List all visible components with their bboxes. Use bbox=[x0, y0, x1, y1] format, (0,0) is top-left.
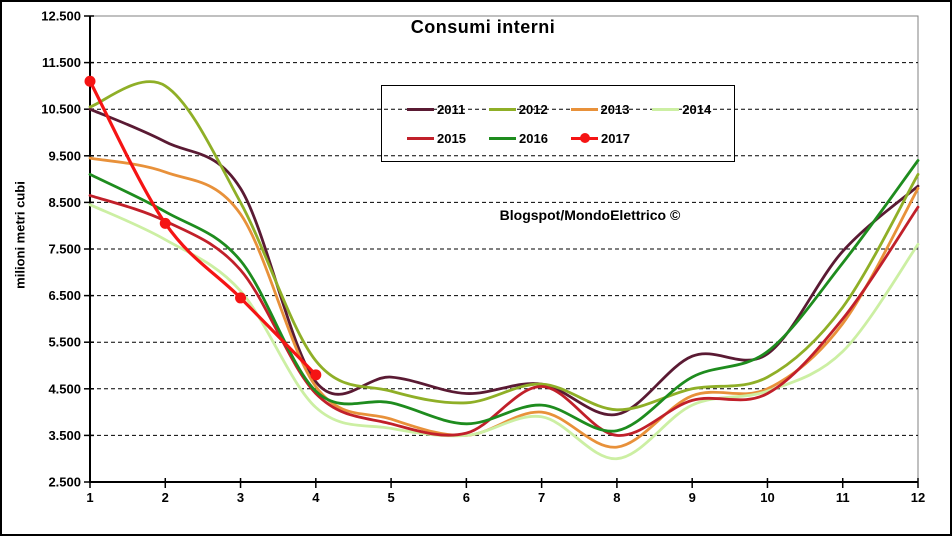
series-line-2017 bbox=[88, 79, 318, 377]
x-tick-label: 9 bbox=[689, 490, 696, 505]
x-tick-label: 3 bbox=[237, 490, 244, 505]
legend-row: 2015 2016 2017 bbox=[407, 125, 734, 151]
legend-row: 2011 2012 2013 2014 bbox=[407, 96, 734, 122]
legend-item-2015: 2015 bbox=[407, 131, 489, 146]
legend-item-label: 2011 bbox=[437, 101, 466, 117]
y-tick-label: 9.500 bbox=[48, 148, 81, 163]
y-tick-label: 12.500 bbox=[41, 9, 81, 24]
legend-item-2012: 2012 bbox=[488, 101, 571, 117]
legend-item-label: 2016 bbox=[519, 130, 548, 146]
legend-marker-dot bbox=[579, 133, 590, 143]
legend-item-2017: 2017 bbox=[571, 131, 653, 146]
y-tick-label: 6.500 bbox=[48, 288, 81, 303]
y-tick-label: 8.500 bbox=[48, 195, 81, 210]
legend-line-sample bbox=[571, 133, 598, 143]
series-line-2014 bbox=[88, 203, 920, 461]
legend-line-sample bbox=[652, 107, 680, 111]
legend-item-2014: 2014 bbox=[652, 102, 734, 117]
series-marker-2017 bbox=[310, 369, 322, 381]
y-tick-label: 7.500 bbox=[48, 242, 81, 257]
y-tick-label: 11.500 bbox=[42, 55, 81, 70]
x-tick-label: 1 bbox=[86, 490, 93, 505]
series-line-2012 bbox=[88, 80, 920, 412]
y-tick-label: 10.500 bbox=[41, 102, 81, 117]
y-axis-title: milioni metri cubi bbox=[12, 181, 28, 289]
watermark: Blogspot/MondoElettrico © bbox=[499, 207, 681, 223]
x-tick-label: 7 bbox=[538, 490, 545, 505]
legend-item-label: 2015 bbox=[437, 130, 466, 146]
series-marker-2017 bbox=[84, 75, 96, 87]
x-tick-label: 5 bbox=[387, 490, 394, 505]
y-tick-label: 3.500 bbox=[48, 428, 81, 443]
legend-item-label: 2014 bbox=[682, 101, 712, 117]
legend-line-sample bbox=[488, 107, 516, 111]
series-marker-2017 bbox=[159, 217, 171, 229]
x-tick-label: 12 bbox=[911, 490, 925, 505]
legend-line-sample bbox=[570, 107, 598, 111]
x-tick-label: 4 bbox=[312, 490, 320, 505]
legend-item-2011: 2011 bbox=[407, 102, 489, 117]
chart-title: Consumi interni bbox=[410, 17, 556, 37]
x-tick-label: 11 bbox=[836, 490, 850, 505]
legend-line-sample bbox=[489, 136, 516, 140]
legend-item-2013: 2013 bbox=[570, 101, 653, 117]
series-line-2015 bbox=[88, 194, 920, 437]
x-tick-label: 8 bbox=[613, 490, 620, 505]
legend-line-sample bbox=[407, 107, 434, 111]
series-marker-2017 bbox=[235, 292, 247, 304]
series-line-2016 bbox=[88, 159, 920, 433]
y-tick-label: 5.500 bbox=[48, 335, 81, 350]
legend-line-sample bbox=[407, 136, 434, 140]
legend-item-label: 2012 bbox=[518, 101, 548, 117]
x-tick-label: 6 bbox=[463, 490, 470, 505]
series-line-2013 bbox=[88, 156, 920, 449]
y-tick-label: 4.500 bbox=[48, 381, 81, 396]
legend-item-2016: 2016 bbox=[489, 131, 571, 146]
y-tick-label: 2.500 bbox=[48, 475, 81, 490]
legend-item-label: 2013 bbox=[600, 101, 630, 117]
legend: 2011 2012 2013 2014 2015 2016 2017 bbox=[381, 85, 735, 162]
legend-item-label: 2017 bbox=[601, 130, 630, 146]
x-tick-label: 10 bbox=[760, 490, 774, 505]
x-tick-label: 2 bbox=[162, 490, 169, 505]
